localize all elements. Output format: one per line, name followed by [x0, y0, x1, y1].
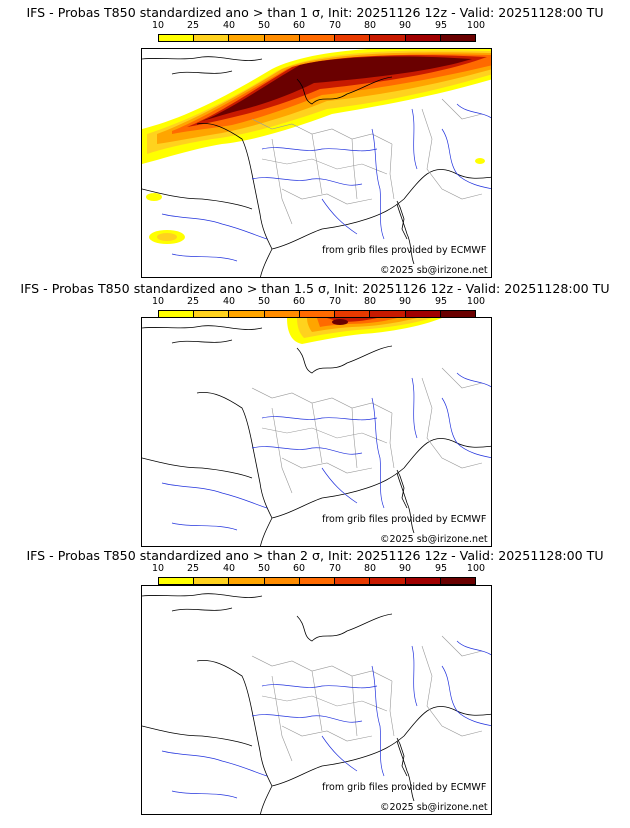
scale-tick: 90 [398, 20, 412, 31]
color-swatch [159, 35, 195, 41]
color-swatch [194, 578, 230, 584]
scale-tick: 25 [186, 296, 200, 307]
color-bar [158, 577, 476, 585]
color-swatch [229, 578, 265, 584]
scale-tick: 70 [328, 296, 342, 307]
color-swatch [440, 578, 475, 584]
color-swatch [335, 311, 371, 317]
scale-tick: 10 [151, 563, 165, 574]
color-swatch [299, 35, 336, 41]
color-swatch [159, 578, 195, 584]
scale-tick: 10 [151, 296, 165, 307]
color-swatch [229, 311, 265, 317]
map-panel-2: IFS - Probas T850 standardized ano > tha… [0, 281, 630, 557]
probability-field [142, 49, 491, 244]
scale-tick: 90 [398, 296, 412, 307]
scale-tick: 95 [434, 563, 448, 574]
scale-tick: 10 [151, 20, 165, 31]
scale-tick: 70 [328, 20, 342, 31]
borders [251, 367, 483, 494]
color-swatch [299, 578, 336, 584]
map-panel-3: IFS - Probas T850 standardized ano > tha… [0, 548, 630, 824]
color-swatch [335, 35, 371, 41]
map-panel-1: IFS - Probas T850 standardized ano > tha… [0, 5, 630, 281]
color-swatch [264, 578, 300, 584]
scale-tick: 50 [257, 563, 271, 574]
coastlines [142, 56, 491, 277]
map-canvas [142, 318, 491, 546]
color-scale: 10 25 40 50 60 70 80 90 95 100 [152, 563, 485, 588]
color-swatch [264, 311, 300, 317]
scale-tick: 40 [222, 563, 236, 574]
copyright-credit: ©2025 sb@irizone.net [380, 265, 488, 276]
color-swatch [299, 311, 336, 317]
scale-tick: 100 [466, 296, 486, 307]
scale-tick: 60 [292, 563, 306, 574]
color-swatch [370, 578, 406, 584]
scale-tick: 100 [466, 20, 486, 31]
color-swatch [440, 35, 475, 41]
scale-tick: 90 [398, 563, 412, 574]
panel-title: IFS - Probas T850 standardized ano > tha… [26, 5, 604, 20]
map-canvas [142, 593, 491, 814]
scale-tick: 95 [434, 20, 448, 31]
color-scale: 10 25 40 50 60 70 80 90 95 100 [152, 20, 485, 45]
rivers [161, 103, 491, 262]
color-swatch [159, 311, 195, 317]
probability-map: from grib files provided by ECMWF ©2025 … [141, 585, 492, 815]
scale-tick: 40 [222, 20, 236, 31]
panel-title: IFS - Probas T850 standardized ano > tha… [20, 281, 610, 296]
scale-tick: 40 [222, 296, 236, 307]
source-credit: from grib files provided by ECMWF [322, 782, 487, 793]
color-swatch [264, 35, 300, 41]
scale-ticks: 10 25 40 50 60 70 80 90 95 100 [152, 20, 485, 32]
scale-tick: 70 [328, 563, 342, 574]
probability-map: from grib files provided by ECMWF ©2025 … [141, 48, 492, 278]
color-swatch [405, 35, 441, 41]
color-swatch [440, 311, 475, 317]
color-swatch [370, 35, 406, 41]
color-bar [158, 34, 476, 42]
probability-map: from grib files provided by ECMWF ©2025 … [141, 317, 492, 547]
color-swatch [229, 35, 265, 41]
coastlines [142, 325, 491, 546]
scale-tick: 50 [257, 296, 271, 307]
source-credit: from grib files provided by ECMWF [322, 245, 487, 256]
scale-tick: 80 [363, 563, 377, 574]
scale-ticks: 10 25 40 50 60 70 80 90 95 100 [152, 296, 485, 308]
rivers [161, 640, 491, 799]
scale-ticks: 10 25 40 50 60 70 80 90 95 100 [152, 563, 485, 575]
scale-tick: 60 [292, 20, 306, 31]
color-swatch [405, 578, 441, 584]
panel-title: IFS - Probas T850 standardized ano > tha… [26, 548, 604, 563]
rivers [161, 372, 491, 531]
color-swatch [194, 311, 230, 317]
scale-tick: 80 [363, 296, 377, 307]
coastlines [142, 593, 491, 814]
scale-tick: 100 [466, 563, 486, 574]
copyright-credit: ©2025 sb@irizone.net [380, 802, 488, 813]
copyright-credit: ©2025 sb@irizone.net [380, 534, 488, 545]
borders [251, 635, 483, 762]
probability-field [287, 318, 442, 344]
scale-tick: 25 [186, 563, 200, 574]
map-canvas [142, 49, 491, 277]
color-swatch [194, 35, 230, 41]
color-swatch [335, 578, 371, 584]
borders [251, 98, 483, 225]
scale-tick: 60 [292, 296, 306, 307]
color-swatch [370, 311, 406, 317]
scale-tick: 50 [257, 20, 271, 31]
source-credit: from grib files provided by ECMWF [322, 514, 487, 525]
scale-tick: 95 [434, 296, 448, 307]
color-swatch [405, 311, 441, 317]
scale-tick: 25 [186, 20, 200, 31]
scale-tick: 80 [363, 20, 377, 31]
